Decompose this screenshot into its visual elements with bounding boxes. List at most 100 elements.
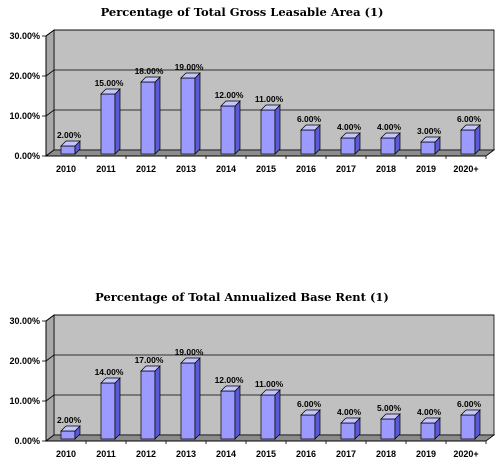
y-tick-label: 20.00% [9, 71, 40, 81]
y-tick-label: 30.00% [9, 316, 40, 326]
bar-front [300, 129, 316, 155]
x-tick-label: 2020+ [453, 164, 478, 174]
bar-front [380, 418, 396, 440]
bar-front [220, 105, 236, 155]
x-tick-label: 2011 [96, 164, 116, 174]
data-label: 19.00% [175, 347, 204, 357]
bar-top [60, 140, 81, 147]
bar-front [180, 362, 196, 440]
bar-top [300, 409, 321, 416]
bar-side [114, 88, 121, 155]
gridline [45, 394, 494, 402]
bar [60, 425, 81, 440]
bar-top [340, 417, 361, 424]
chart-title: Percentage of Total Annualized Base Rent… [95, 290, 389, 304]
bar-front [60, 145, 76, 155]
data-label: 5.00% [377, 403, 402, 413]
data-label: 11.00% [255, 94, 284, 104]
bar-top [300, 124, 321, 131]
bar-side [274, 104, 281, 155]
y-tick-label: 10.00% [9, 111, 40, 121]
y-tick-label: 30.00% [9, 31, 40, 41]
bar-top [380, 413, 401, 420]
bar-front [100, 93, 116, 155]
gridline [45, 29, 494, 37]
bar-front [380, 137, 396, 155]
chart-svg: Percentage of Total Annualized Base Rent… [9, 290, 496, 459]
chart-annualized-base-rent: Percentage of Total Annualized Base Rent… [0, 285, 500, 468]
gridline [45, 109, 494, 117]
bar-top [380, 132, 401, 139]
chart-svg: Percentage of Total Gross Leasable Area … [9, 5, 496, 174]
bar-side [234, 100, 241, 155]
data-label: 11.00% [255, 379, 284, 389]
x-tick-label: 2016 [296, 449, 316, 459]
bar-side [194, 72, 201, 155]
bar [140, 365, 161, 440]
y-tick-label: 0.00% [14, 151, 40, 161]
x-tick-label: 2012 [136, 449, 156, 459]
data-label: 6.00% [297, 399, 322, 409]
bar [300, 124, 321, 155]
x-tick-label: 2017 [336, 164, 356, 174]
data-label: 6.00% [297, 114, 322, 124]
bar [140, 76, 161, 155]
bar-side [194, 357, 201, 440]
data-label: 2.00% [57, 415, 82, 425]
bar-top [220, 385, 241, 392]
x-tick-label: 2010 [56, 449, 76, 459]
bar-front [420, 141, 436, 155]
data-label: 18.00% [135, 66, 164, 76]
bar [180, 72, 201, 155]
bar [220, 100, 241, 155]
x-tick-label: 2020+ [453, 449, 478, 459]
data-label: 12.00% [215, 90, 244, 100]
bar-front [300, 414, 316, 440]
bar-top [140, 76, 161, 83]
bar-front [100, 382, 116, 440]
bar-top [100, 88, 121, 95]
x-tick-label: 2015 [256, 164, 276, 174]
x-tick-label: 2015 [256, 449, 276, 459]
data-label: 15.00% [95, 78, 124, 88]
bar-front [460, 129, 476, 155]
plot-side-wall [45, 29, 55, 157]
bar-side [154, 365, 161, 440]
data-label: 14.00% [95, 367, 124, 377]
bar-top [180, 72, 201, 79]
bar [220, 385, 241, 440]
bar-top [140, 365, 161, 372]
bar-front [340, 422, 356, 440]
data-label: 4.00% [337, 407, 362, 417]
bar [100, 377, 121, 440]
bar [60, 140, 81, 155]
chart-gross-leasable-area: Percentage of Total Gross Leasable Area … [0, 0, 500, 175]
bar [260, 389, 281, 440]
gridline [45, 69, 494, 77]
bar-top [460, 124, 481, 131]
bar-side [274, 389, 281, 440]
bar-side [154, 76, 161, 155]
x-tick-label: 2013 [176, 449, 196, 459]
bar-side [234, 385, 241, 440]
bar [100, 88, 121, 155]
x-tick-label: 2011 [96, 449, 116, 459]
y-tick-label: 0.00% [14, 436, 40, 446]
bar-front [220, 390, 236, 440]
bar [180, 357, 201, 440]
bar [340, 132, 361, 155]
x-tick-label: 2018 [376, 164, 396, 174]
bar-front [260, 109, 276, 155]
bar-top [180, 357, 201, 364]
bar [460, 409, 481, 440]
bar [460, 124, 481, 155]
data-label: 2.00% [57, 130, 82, 140]
bar-top [340, 132, 361, 139]
bar [300, 409, 321, 440]
x-tick-label: 2014 [216, 449, 236, 459]
bar [380, 132, 401, 155]
bar-top [220, 100, 241, 107]
data-label: 12.00% [215, 375, 244, 385]
bar [420, 136, 441, 155]
x-tick-label: 2012 [136, 164, 156, 174]
